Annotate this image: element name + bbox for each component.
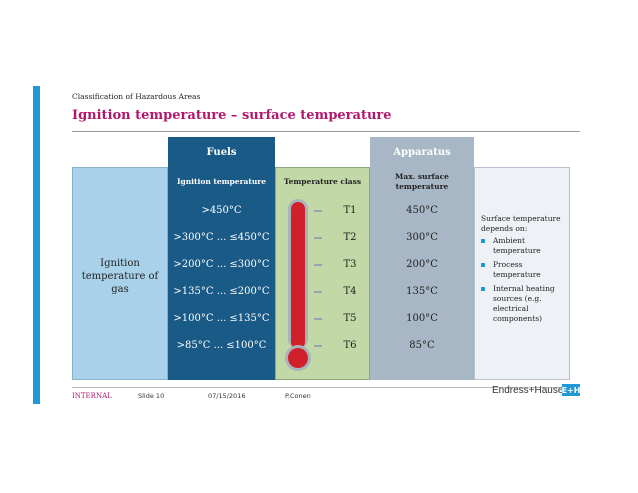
classification-label: INTERNAL xyxy=(72,392,112,400)
footer-divider xyxy=(72,387,580,388)
fuels-group-header: Fuels xyxy=(168,137,275,167)
slide-number: Slide 10 xyxy=(138,392,165,400)
slide-author: P.Conen xyxy=(285,392,311,400)
note-intro: Surface temperature depends on: xyxy=(481,214,561,233)
ignition-value-t5: >100°C ... ≤135°C xyxy=(173,313,270,324)
list-item: Internal heating sources (e.g. electrica… xyxy=(481,284,567,324)
thermometer-bulb xyxy=(288,348,308,368)
eh-logo-icon: E+H xyxy=(561,384,581,396)
surface-temperature-note: Surface temperature depends on: Ambient … xyxy=(481,214,567,328)
max-surface-t4: 135°C xyxy=(406,286,438,297)
max-surface-temperature-header: Max. surface temperature xyxy=(395,172,449,191)
bullet-icon xyxy=(481,263,485,267)
note-item-text: Process temperature xyxy=(493,260,541,279)
scale-tick xyxy=(314,264,322,266)
ignition-value-t4: >135°C ... ≤200°C xyxy=(173,286,270,297)
list-item: Ambient temperature xyxy=(481,236,567,256)
fuels-column xyxy=(168,167,275,380)
apparatus-column xyxy=(370,167,474,380)
bullet-icon xyxy=(481,287,485,291)
breadcrumb: Classification of Hazardous Areas xyxy=(72,92,201,101)
thermometer-icon xyxy=(285,199,311,371)
scale-tick xyxy=(314,237,322,239)
max-surface-t1: 450°C xyxy=(406,205,438,216)
note-list: Ambient temperature Process temperature … xyxy=(481,236,567,324)
max-surface-t5: 100°C xyxy=(406,313,438,324)
ignition-value-t1: >450°C xyxy=(201,205,242,216)
thermometer-mercury xyxy=(291,202,305,349)
note-item-text: Ambient temperature xyxy=(493,236,541,255)
ignition-value-t3: >200°C ... ≤300°C xyxy=(173,259,270,270)
title-divider xyxy=(72,131,580,132)
scale-tick xyxy=(314,291,322,293)
max-surface-t6: 85°C xyxy=(409,340,435,351)
accent-bar xyxy=(33,86,40,404)
temperature-class-t6: T6 xyxy=(343,340,357,351)
max-surface-t3: 200°C xyxy=(406,259,438,270)
brand-name: Endress+Hauser xyxy=(492,385,567,396)
ignition-gas-label-text: Ignition temperature of gas xyxy=(81,258,159,295)
scale-tick xyxy=(314,210,322,212)
bullet-icon xyxy=(481,239,485,243)
list-item: Process temperature xyxy=(481,260,567,280)
slide-date: 07/15/2016 xyxy=(208,392,246,400)
note-item-text: Internal heating sources (e.g. electrica… xyxy=(493,284,555,323)
temperature-class-t3: T3 xyxy=(343,259,357,270)
temperature-class-header: Temperature class xyxy=(283,177,362,186)
ignition-value-t2: >300°C ... ≤450°C xyxy=(173,232,270,243)
temperature-class-t5: T5 xyxy=(343,313,357,324)
apparatus-group-header: Apparatus xyxy=(370,137,474,167)
temperature-class-t2: T2 xyxy=(343,232,357,243)
page-title: Ignition temperature – surface temperatu… xyxy=(72,108,392,123)
max-surface-t2: 300°C xyxy=(406,232,438,243)
notes-column xyxy=(474,167,570,380)
scale-tick xyxy=(314,345,322,347)
ignition-gas-label: Ignition temperature of gas xyxy=(72,257,168,296)
scale-tick xyxy=(314,318,322,320)
temperature-class-t1: T1 xyxy=(343,205,357,216)
ignition-value-t6: >85°C ... ≤100°C xyxy=(176,340,267,351)
ignition-gas-column xyxy=(72,167,168,380)
ignition-temperature-header: Ignition temperature xyxy=(176,177,267,186)
temperature-class-t4: T4 xyxy=(343,286,357,297)
